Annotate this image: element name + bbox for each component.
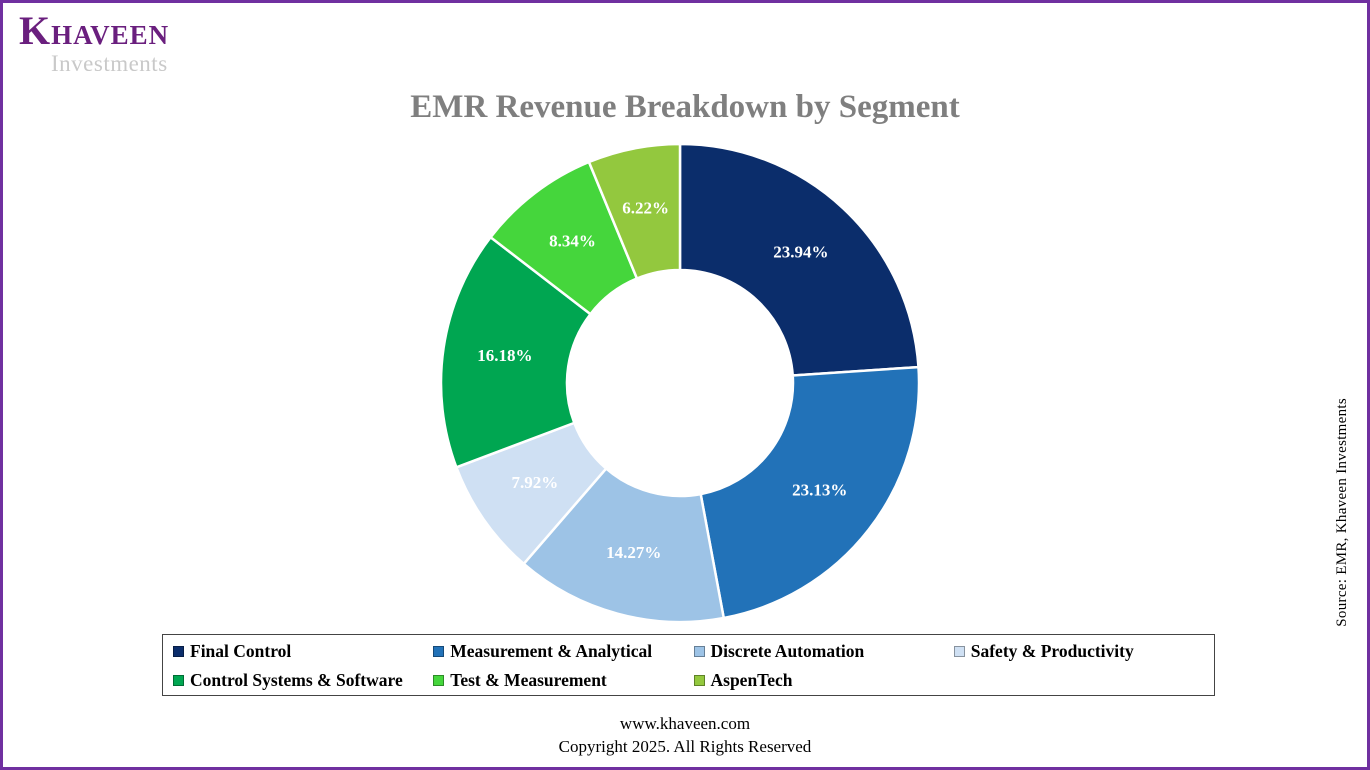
- donut-segment-aspentech: [587, 142, 682, 280]
- legend-marker-icon: [173, 646, 184, 657]
- legend-item-test-measurement: Test & Measurement: [433, 670, 693, 691]
- legend-label: Control Systems & Software: [190, 670, 403, 690]
- chart-legend: Final Control Measurement & Analytical Dis…: [162, 634, 1215, 696]
- legend-marker-icon: [693, 646, 705, 657]
- donut-label-aspentech: 6.22%: [622, 198, 669, 217]
- footer-copyright: Copyright 2025. All Rights Reserved: [558, 737, 812, 757]
- legend-item-aspentech: AspenTech: [693, 670, 954, 691]
- legend-item-final-control: Final Control: [173, 641, 433, 662]
- legend-label: Measurement & Analytical: [450, 641, 653, 661]
- legend-marker-icon: [433, 675, 445, 686]
- donut-segment-final-control: [678, 142, 920, 377]
- legend-label: AspenTech: [710, 670, 793, 690]
- legend-marker-icon: [953, 646, 965, 657]
- legend-marker-icon: [433, 646, 445, 657]
- legend-label: Final Control: [190, 641, 292, 661]
- donut-segment-control-systems-software: [439, 235, 592, 469]
- donut-chart: 23.94% 23.13% 14.27% 7.92% 16.18% 8.34% 6.22%: [420, 123, 940, 643]
- donut-label-final-control: 23.94%: [773, 243, 828, 262]
- legend-item-safety-productivity: Safety & Productivity: [953, 641, 1214, 662]
- donut-label-discrete-automation: 14.27%: [606, 543, 661, 562]
- footer-website: www.khaveen.com: [619, 714, 751, 734]
- footer: www.khaveen.com Copyright 2025. All Righ…: [3, 713, 1367, 759]
- donut-label-safety-productivity: 7.92%: [512, 473, 559, 492]
- donut-segment-measurement-analytical: [699, 365, 921, 620]
- legend-label: Test & Measurement: [450, 670, 607, 690]
- donut-label-test-measurement: 8.34%: [549, 231, 596, 250]
- legend-marker-icon: [173, 675, 184, 686]
- brand-logo: KHAVEEN Investments: [19, 9, 169, 77]
- legend-marker-icon: [693, 675, 705, 686]
- chart-title: EMR Revenue Breakdown by Segment: [410, 89, 960, 125]
- brand-name: KHAVEEN: [19, 8, 170, 53]
- donut-label-measurement-analytical: 23.13%: [792, 480, 847, 499]
- donut-chart-svg: 23.94% 23.13% 14.27% 7.92% 16.18% 8.34% 6.22%: [439, 142, 921, 624]
- donut-label-control-systems-software: 16.18%: [477, 346, 532, 365]
- legend-item-discrete-automation: Discrete Automation: [693, 641, 954, 662]
- source-note: Source: EMR, Khaveen Investments: [1334, 398, 1350, 627]
- legend-item-control-systems-software: Control Systems & Software: [173, 670, 433, 691]
- legend-label: Discrete Automation: [710, 641, 865, 661]
- legend-item-measurement-analytical: Measurement & Analytical: [433, 641, 693, 662]
- legend-label: Safety & Productivity: [970, 641, 1134, 661]
- brand-subtitle: Investments: [51, 51, 168, 76]
